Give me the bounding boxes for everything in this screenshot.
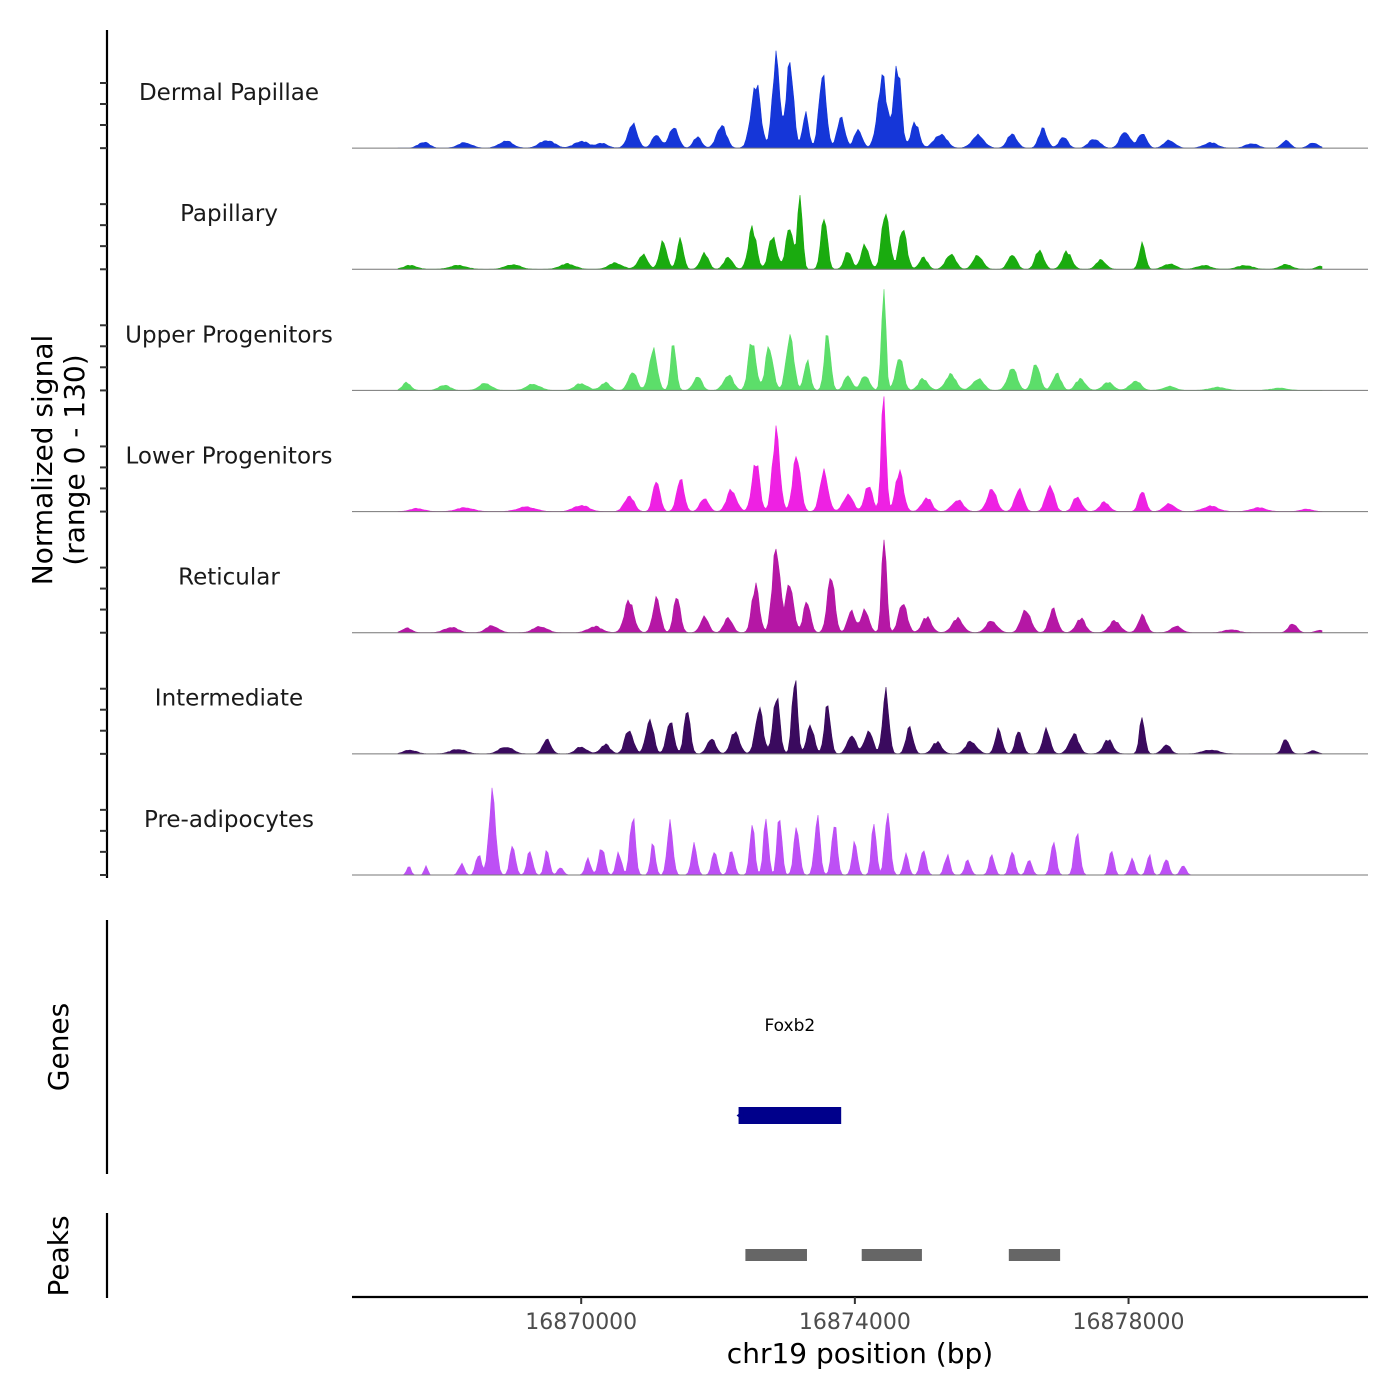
signal-area-upper-progenitors [397,289,1323,391]
x-tick-label: 16874000 [799,1310,911,1335]
signal-ylabel-line1: Normalized signal [26,335,59,586]
signal-area-dermal-papillae [397,50,1323,149]
position-x-axis: 16870000 16874000 16878000 [352,1295,1368,1335]
track-label: Upper Progenitors [125,322,333,348]
signal-y-axis [100,30,109,878]
gene-label-foxb2: Foxb2 [765,1016,816,1036]
x-tick-label: 16878000 [1073,1310,1185,1335]
gene-body-foxb2 [738,1107,842,1124]
track-label: Pre-adipocytes [144,807,314,833]
track-upper-progenitors: Upper Progenitors [125,289,1368,391]
signal-area-pre-adipocytes [398,787,1322,876]
peak-region [1008,1249,1061,1261]
track-dermal-papillae: Dermal Papillae [139,50,1368,149]
x-axis-title: chr19 position (bp) [727,1337,993,1370]
track-lower-progenitors: Lower Progenitors [126,396,1368,513]
signal-area-papillary [397,194,1323,270]
coverage-tracks: Dermal Papillae Papillary Upper Progenitor… [125,50,1368,876]
signal-ylabel-line2: (range 0 - 130) [58,354,91,565]
track-papillary: Papillary [180,194,1368,270]
peak-region [861,1249,922,1261]
track-reticular: Reticular [178,539,1368,634]
track-pre-adipocytes: Pre-adipocytes [144,787,1368,876]
x-tick-label: 16870000 [525,1310,637,1335]
track-intermediate: Intermediate [155,680,1368,755]
peaks-panel-label: Peaks [42,1215,75,1296]
genes-panel: Foxb2 [105,920,842,1174]
track-label: Dermal Papillae [139,80,319,106]
signal-area-reticular [397,539,1323,634]
peak-region [745,1249,807,1261]
gene-strand-arrow [736,1110,744,1121]
track-label: Reticular [178,565,280,591]
signal-area-lower-progenitors [397,396,1323,512]
signal-area-intermediate [397,680,1323,755]
track-label: Papillary [180,201,278,227]
track-label: Intermediate [155,686,303,712]
track-label: Lower Progenitors [126,443,333,469]
genes-panel-label: Genes [42,1003,75,1091]
peaks-panel [105,1213,1061,1298]
